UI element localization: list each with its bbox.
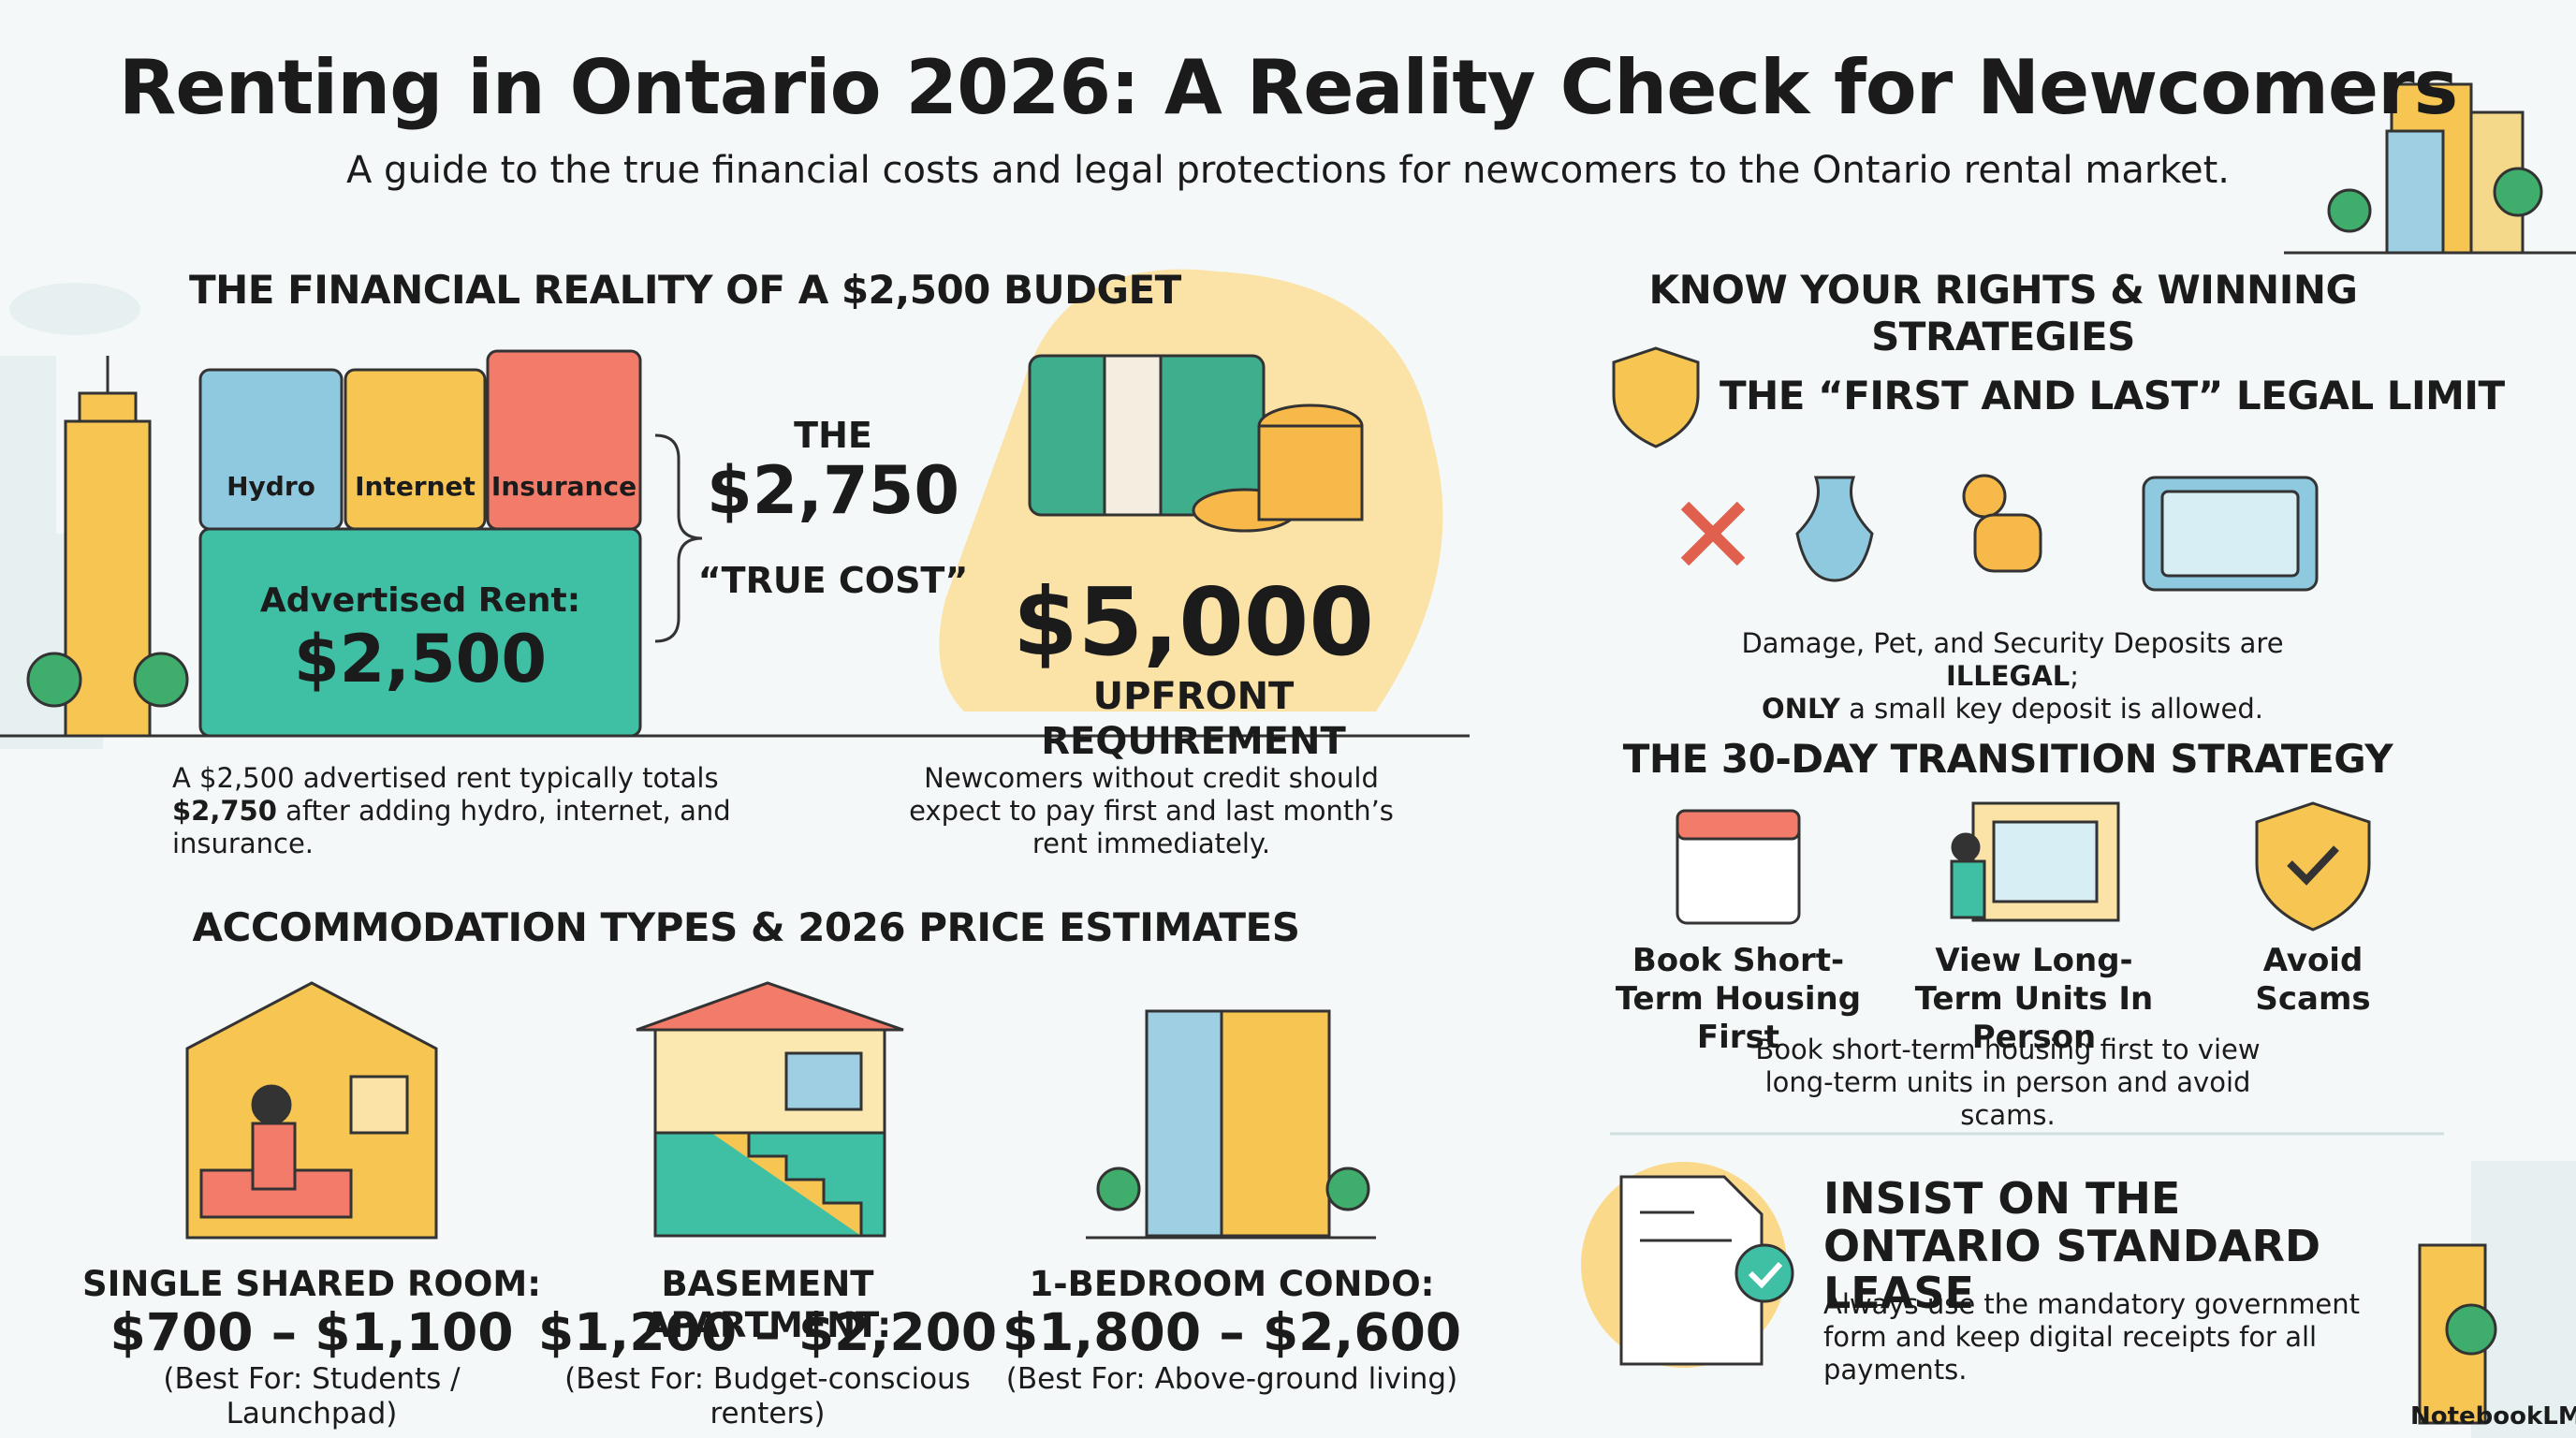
true-cost-amount: $2,750	[706, 452, 960, 529]
section-heading: KNOW YOUR RIGHTS & WINNING STRATEGIES	[1648, 267, 2358, 360]
note: A $2,500 advertised rent typically total…	[172, 762, 771, 859]
budget-blocks	[198, 349, 703, 738]
legal-icons	[1612, 346, 2319, 592]
title: Renting in Ontario 2026: A Reality Check…	[118, 44, 2459, 131]
note-text: after adding hydro, internet, and insura…	[172, 794, 731, 859]
note-text: a small key deposit is allowed.	[1839, 692, 2263, 725]
section-heading: ACCOMMODATION TYPES & 2026 PRICE ESTIMAT…	[192, 904, 1300, 950]
note-emphasis: $2,750	[172, 794, 277, 827]
type-name: SINGLE SHARED ROOM:	[81, 1264, 542, 1304]
note-text: A $2,500 advertised rent typically total…	[172, 762, 719, 794]
lease-icon	[1581, 1162, 1794, 1368]
brand: NotebookLM	[2410, 1402, 2576, 1431]
upfront-label: UPFRONT REQUIREMENT	[1041, 675, 1346, 763]
section-heading: THE FINANCIAL REALITY OF A $2,500 BUDGET	[189, 267, 1181, 313]
true-cost-label: THE	[794, 415, 872, 456]
subsection-title: THE “FIRST AND LAST” LEGAL LIMIT	[1720, 373, 2505, 418]
type-best-for: (Best For: Students / Launchpad)	[163, 1362, 461, 1431]
note-text: Damage, Pet, and Security Deposits are	[1741, 627, 2284, 659]
note-emphasis: ONLY	[1762, 692, 1840, 725]
step-label: Avoid Scams	[2255, 942, 2371, 1018]
transition-icons	[1676, 801, 2371, 932]
type-name: 1-BEDROOM CONDO:	[1029, 1264, 1435, 1304]
subtitle: A guide to the true financial costs and …	[345, 149, 2231, 192]
subsection-title: THE 30-DAY TRANSITION STRATEGY	[1622, 736, 2393, 782]
condo-illustration	[1086, 1009, 1376, 1240]
type-price: $1,800 – $2,600	[1002, 1302, 1462, 1362]
city-top-right	[2284, 82, 2576, 255]
money-illustration	[939, 269, 1443, 712]
note-text: ;	[2070, 659, 2080, 692]
room-illustration	[185, 981, 438, 1240]
utility-label: Insurance	[490, 471, 637, 502]
upfront-amount: $5,000	[1013, 567, 1374, 677]
type-best-for: (Best For: Budget-conscious renters)	[564, 1362, 971, 1431]
type-price: $700 – $1,100	[110, 1302, 514, 1362]
note: Damage, Pet, and Security Deposits are I…	[1685, 627, 2340, 725]
note: Book short-term housing first to view lo…	[1755, 1034, 2261, 1131]
rent-value: $2,500	[293, 621, 548, 697]
note: Always use the mandatory government form…	[1823, 1288, 2361, 1386]
note-emphasis: ILLEGAL	[1945, 659, 2071, 692]
utility-label: Internet	[355, 471, 476, 502]
type-name: BASEMENT APARTMENT:	[643, 1264, 892, 1346]
basement-illustration	[636, 981, 904, 1238]
true-cost-label: “TRUE COST”	[697, 560, 969, 601]
subsection-title: INSIST ON THE ONTARIO STANDARD LEASE	[1823, 1173, 2321, 1319]
note: Newcomers without credit should expect t…	[909, 762, 1394, 859]
utility-label: Hydro	[227, 471, 315, 502]
rent-label: Advertised Rent:	[259, 581, 581, 620]
type-price: $1,200 – $2,200	[537, 1302, 998, 1362]
type-best-for: (Best For: Above-ground living)	[1005, 1362, 1458, 1396]
step-label: Book Short-Term Housing First	[1615, 942, 1862, 1056]
step-label: View Long-Term Units In Person	[1914, 942, 2154, 1056]
city-bottom-right	[2418, 1243, 2497, 1425]
